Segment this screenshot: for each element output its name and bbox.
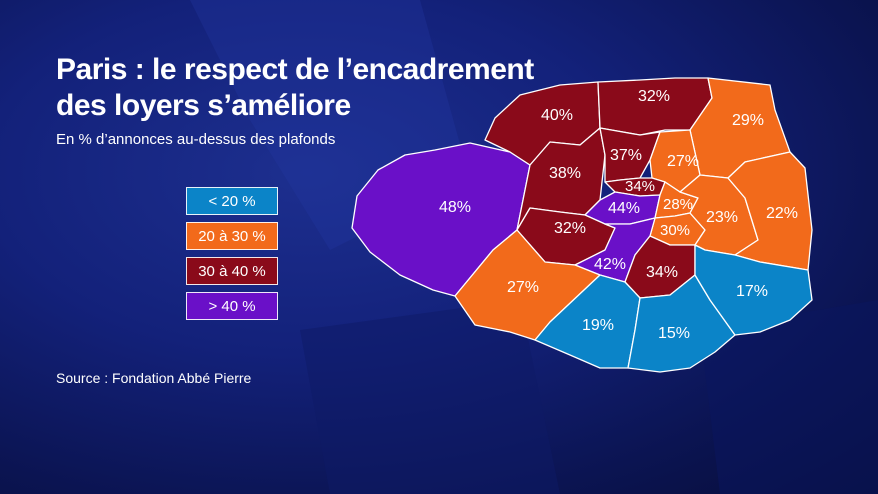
- label-15: 27%: [507, 279, 539, 296]
- legend-item-20-30: 20 à 30 %: [186, 222, 278, 250]
- label-16: 48%: [439, 199, 471, 216]
- label-8: 38%: [549, 165, 581, 182]
- legend: < 20 % 20 à 30 % 30 à 40 % > 40 %: [186, 187, 278, 327]
- district-12: [694, 244, 813, 336]
- legend-item-30-40: 30 à 40 %: [186, 257, 278, 285]
- label-18: 32%: [638, 88, 670, 105]
- legend-item-over-40: > 40 %: [186, 292, 278, 320]
- label-2: 34%: [625, 178, 655, 195]
- label-20: 22%: [766, 205, 798, 222]
- label-12: 17%: [736, 283, 768, 300]
- label-7: 32%: [554, 220, 586, 237]
- label-4: 30%: [660, 222, 690, 239]
- label-11: 23%: [706, 209, 738, 226]
- title-line-2: des loyers s’améliore: [56, 89, 351, 122]
- district-13: [627, 274, 736, 373]
- label-19: 29%: [732, 112, 764, 129]
- label-10: 27%: [667, 153, 699, 170]
- label-3: 28%: [663, 196, 693, 213]
- label-6: 42%: [594, 256, 626, 273]
- subtitle: En % d’annonces au-dessus des plafonds: [56, 131, 336, 148]
- legend-item-under-20: < 20 %: [186, 187, 278, 215]
- label-5: 34%: [646, 264, 678, 281]
- page-title: Paris : le respect de l’encadrement des …: [56, 52, 534, 124]
- label-9: 37%: [610, 147, 642, 164]
- label-17: 40%: [541, 107, 573, 124]
- title-line-1: Paris : le respect de l’encadrement: [56, 53, 534, 86]
- source-note: Source : Fondation Abbé Pierre: [56, 370, 252, 386]
- label-1: 44%: [608, 200, 640, 217]
- label-14: 19%: [582, 317, 614, 334]
- label-13: 15%: [658, 325, 690, 342]
